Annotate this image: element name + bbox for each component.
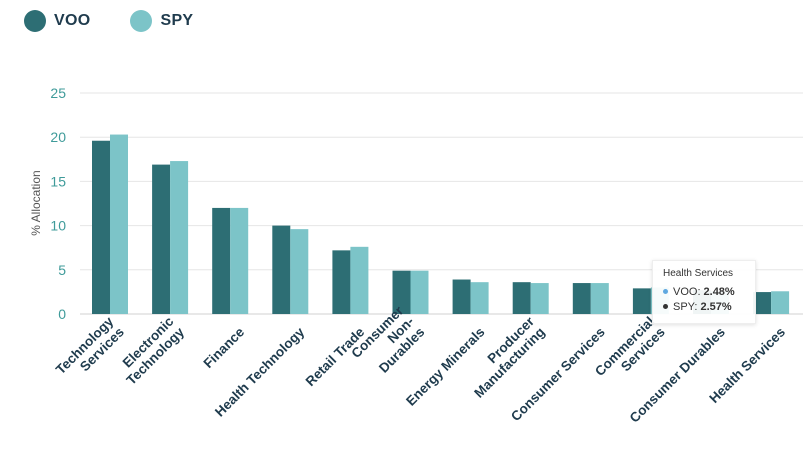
x-tick-label: TechnologyServices	[53, 313, 127, 387]
bar-voo-1[interactable]	[152, 164, 171, 314]
svg-text:Finance: Finance	[200, 324, 247, 371]
legend-swatch-voo	[24, 10, 46, 32]
tooltip-dot-voo	[663, 289, 668, 294]
x-tick-label: CommercialServices	[592, 314, 668, 390]
legend-label-spy: SPY	[160, 12, 194, 29]
bar-voo-6[interactable]	[452, 279, 471, 314]
bar-voo-9[interactable]	[632, 288, 651, 314]
tooltip-dot-spy	[663, 304, 668, 309]
y-tick-label: 10	[50, 218, 66, 234]
tooltip-row-spy: SPY: 2.57%	[663, 299, 755, 314]
y-tick-label: 25	[50, 85, 66, 101]
tooltip-row-voo: VOO: 2.48%	[663, 284, 755, 299]
chart-legend: VOO SPY	[24, 8, 193, 34]
bar-spy-8[interactable]	[590, 283, 609, 314]
bar-voo-4[interactable]	[332, 250, 351, 314]
y-tick-label: 5	[58, 262, 66, 278]
y-axis-title: % Allocation	[29, 170, 43, 235]
bar-spy-2[interactable]	[230, 207, 249, 314]
bar-voo-3[interactable]	[272, 225, 291, 314]
y-tick-label: 15	[50, 173, 66, 189]
y-tick-label: 20	[50, 129, 66, 145]
svg-text:ElectronicTechnology: ElectronicTechnology	[113, 313, 187, 387]
bar-spy-4[interactable]	[350, 246, 369, 314]
bar-voo-8[interactable]	[572, 283, 591, 314]
legend-item-spy[interactable]: SPY	[130, 10, 193, 32]
bar-spy-7[interactable]	[530, 283, 549, 314]
tooltip-value-spy: 2.57%	[700, 300, 732, 313]
tooltip-label-voo: VOO:	[673, 285, 701, 298]
svg-text:TechnologyServices: TechnologyServices	[53, 313, 127, 387]
y-tick-label: 0	[58, 306, 66, 322]
bar-voo-5[interactable]	[392, 270, 411, 314]
bar-spy-6[interactable]	[470, 282, 489, 314]
bar-layer	[92, 134, 790, 314]
bar-spy-0[interactable]	[110, 134, 128, 314]
legend-swatch-spy	[130, 10, 153, 32]
bar-spy-3[interactable]	[290, 229, 309, 314]
bar-spy-5[interactable]	[410, 270, 429, 314]
hover-tooltip: Health Services VOO: 2.48% SPY: 2.57%	[652, 260, 756, 324]
tooltip-label-spy: SPY:	[673, 300, 698, 313]
bar-spy-11[interactable]	[771, 291, 790, 314]
svg-text:CommercialServices: CommercialServices	[592, 314, 668, 390]
grid-layer: 0 5 10 15 20 25	[50, 85, 803, 322]
legend-label-voo: VOO	[54, 12, 91, 29]
x-tick-label: Finance	[200, 324, 247, 371]
tooltip-value-voo: 2.48%	[703, 285, 735, 298]
x-tick-label: ConsumerNon-Durables	[348, 303, 428, 383]
bar-voo-7[interactable]	[512, 282, 531, 314]
svg-text:ConsumerNon-Durables: ConsumerNon-Durables	[348, 303, 428, 383]
bar-voo-11[interactable]	[753, 292, 772, 314]
legend-item-voo[interactable]: VOO	[24, 10, 90, 32]
x-tick-label: ElectronicTechnology	[113, 313, 188, 387]
tooltip-title: Health Services	[663, 268, 734, 279]
bar-voo-0[interactable]	[92, 140, 110, 314]
bar-voo-2[interactable]	[212, 207, 231, 314]
bar-spy-1[interactable]	[170, 161, 189, 314]
x-tick-label-line: Finance	[200, 324, 247, 371]
